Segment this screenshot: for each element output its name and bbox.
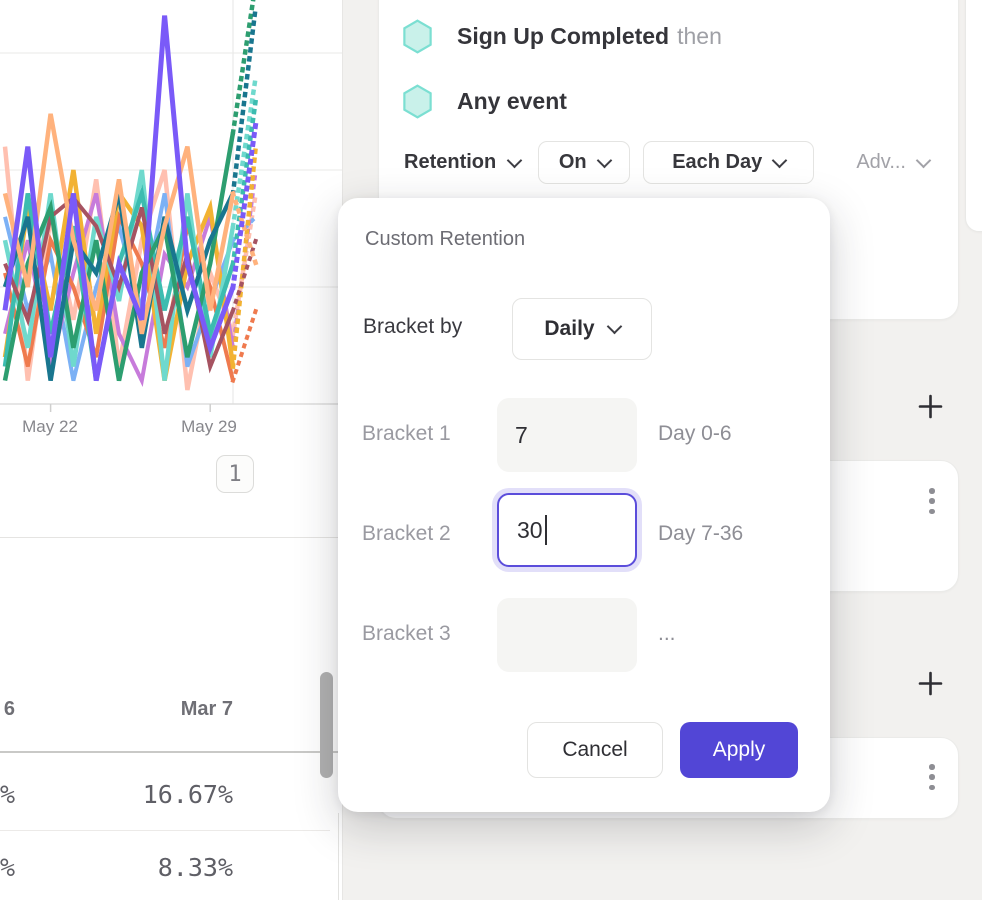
bracket-1-input[interactable]: 7	[497, 398, 637, 472]
table-cell-cut-row1: %	[0, 780, 16, 809]
bracket-2-input-value: 30	[517, 516, 543, 543]
bracket-2-range-hint: Day 7-36	[658, 522, 744, 545]
kebab-dot	[929, 498, 935, 504]
bracket-1-input-value: 7	[515, 421, 528, 448]
apply-button[interactable]: Apply	[680, 722, 798, 778]
table-cell-mar7-row1: 16.67%	[142, 780, 233, 809]
more-options-button-1[interactable]	[927, 487, 937, 515]
bracket-2-label: Bracket 2	[362, 522, 451, 545]
table-cell-mar7-row2: 8.33%	[157, 853, 233, 882]
chevron-down-icon	[606, 318, 622, 335]
bracket-3-input[interactable]	[497, 598, 637, 672]
granularity-dropdown[interactable]: Each Day	[643, 141, 815, 184]
table-cell-cut-row2: %	[0, 853, 16, 882]
cancel-button-label: Cancel	[562, 738, 628, 761]
chevron-down-icon	[915, 152, 932, 168]
advanced-dropdown[interactable]: Adv...	[856, 151, 932, 174]
pagination-page-label: 1	[228, 461, 242, 487]
granularity-dropdown-label: Each Day	[672, 151, 763, 173]
bracket-by-label: Bracket by	[363, 315, 463, 338]
kebab-dot	[929, 488, 935, 494]
more-options-button-2[interactable]	[927, 763, 937, 791]
measure-dropdown-label: Retention	[404, 151, 497, 173]
plus-icon	[918, 394, 942, 418]
modal-title: Custom Retention	[365, 228, 526, 250]
event-hexagon-icon	[403, 19, 432, 54]
event-step-first-label[interactable]: Sign Up Completed	[457, 23, 670, 49]
event-step-first[interactable]: Sign Up Completed then	[402, 19, 722, 54]
on-dropdown-label: On	[558, 151, 587, 173]
table-header-cut-column: 6	[3, 698, 15, 720]
table-scrollbar-thumb[interactable]	[320, 672, 333, 778]
cancel-button[interactable]: Cancel	[527, 722, 663, 778]
measure-dropdown[interactable]: Retention	[404, 151, 523, 174]
add-section-button-2[interactable]	[916, 669, 944, 697]
kebab-dot	[929, 784, 935, 790]
kebab-dot	[929, 508, 935, 514]
chart-table-divider	[0, 537, 342, 538]
event-step-return-label[interactable]: Any event	[457, 88, 567, 114]
chevron-down-icon	[771, 152, 788, 168]
kebab-dot	[929, 774, 935, 780]
bracket-3-label: Bracket 3	[362, 622, 451, 645]
kebab-dot	[929, 764, 935, 770]
on-dropdown[interactable]: On	[538, 141, 631, 184]
event-step-return[interactable]: Any event	[402, 84, 567, 119]
x-tick-label-may22: May 22	[22, 417, 78, 436]
custom-retention-modal: Custom Retention Bracket by Daily Bracke…	[338, 198, 830, 812]
event-step-then-suffix: then	[677, 23, 722, 49]
text-cursor	[544, 515, 547, 545]
table-column-divider	[338, 813, 339, 900]
bracket-1-label: Bracket 1	[362, 422, 451, 445]
measurement-controls-row: Retention On Each Day Adv...	[404, 141, 944, 184]
chevron-down-icon	[596, 152, 612, 168]
add-section-button-1[interactable]	[916, 392, 944, 420]
bracket-1-range-hint: Day 0-6	[658, 422, 732, 445]
chart-panel: May 22 May 29 1 6 Mar 7 % 16.67% % 8.33%	[0, 0, 343, 900]
apply-button-label: Apply	[712, 738, 766, 761]
plus-icon	[918, 671, 942, 695]
event-hexagon-icon	[403, 84, 432, 119]
bracket-by-dropdown[interactable]: Daily	[512, 298, 652, 360]
table-header-rule	[0, 751, 338, 753]
x-tick-label-may29: May 29	[181, 417, 237, 436]
retention-chart[interactable]	[0, 0, 342, 413]
table-header-mar7: Mar 7	[180, 698, 233, 720]
advanced-dropdown-label: Adv...	[856, 151, 906, 173]
bracket-2-input[interactable]: 30	[497, 493, 637, 567]
chevron-down-icon	[506, 152, 523, 168]
bracket-3-range-hint: ...	[658, 622, 676, 645]
offscreen-right-card	[965, 0, 982, 232]
pagination-page-1-button[interactable]: 1	[216, 455, 254, 493]
table-row-divider	[0, 830, 330, 831]
bracket-by-dropdown-value: Daily	[544, 317, 595, 340]
